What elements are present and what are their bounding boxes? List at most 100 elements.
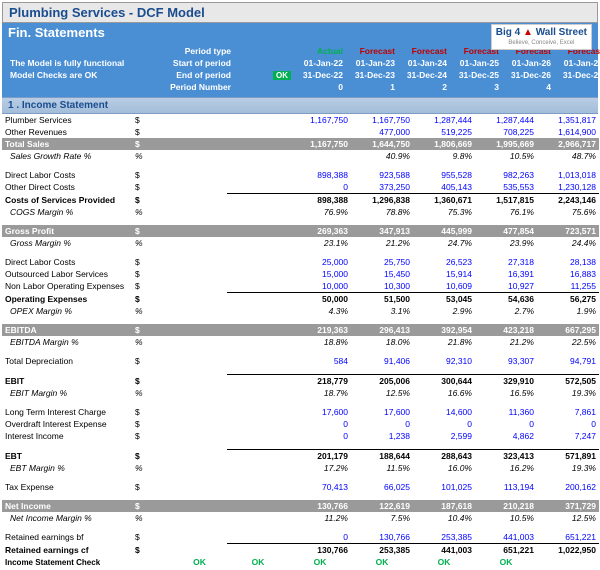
table-row: Costs of Services Provided$898,3881,296,…: [2, 194, 599, 207]
row-value: 0: [289, 430, 351, 442]
row-unit: $: [132, 114, 172, 126]
row-value: 11,360: [475, 406, 537, 418]
period-type: Actual: [293, 45, 345, 57]
period-num: 2: [397, 81, 449, 93]
row-label: Sales Growth Rate %: [2, 150, 132, 162]
row-value: 1,167,750: [289, 114, 351, 126]
row-value: [227, 500, 289, 512]
row-value: 329,910: [475, 375, 537, 388]
row-value: [227, 387, 289, 399]
row-value: 15,450: [351, 268, 413, 280]
period-num: 3: [449, 81, 501, 93]
row-value: 75.6%: [537, 206, 599, 218]
row-blank: [172, 225, 227, 237]
row-value: [227, 324, 289, 336]
start-label: Start of period: [158, 57, 233, 69]
row-value: 201,179: [289, 450, 351, 463]
row-value: 15,000: [289, 268, 351, 280]
row-unit: %: [132, 150, 172, 162]
period-num: 4: [501, 81, 553, 93]
row-value: 50,000: [289, 293, 351, 306]
row-value: [227, 150, 289, 162]
row-blank: [172, 138, 227, 150]
row-value: 477,854: [475, 225, 537, 237]
table-row: Outsourced Labor Services$15,00015,45015…: [2, 268, 599, 280]
period-start: 01-Jan-25: [449, 57, 501, 69]
row-value: 94,791: [537, 355, 599, 367]
row-value: 101,025: [413, 481, 475, 493]
row-value: 323,413: [475, 450, 537, 463]
row-value: 122,619: [351, 500, 413, 512]
row-value: 2,966,717: [537, 138, 599, 150]
row-value: 11,255: [537, 280, 599, 293]
row-value: 296,413: [351, 324, 413, 336]
row-blank: [172, 150, 227, 162]
row-label: Long Term Interest Charge: [2, 406, 132, 418]
row-blank: [172, 181, 227, 194]
table-row: [2, 442, 599, 450]
period-start: 01-Jan-24: [397, 57, 449, 69]
row-value: [227, 126, 289, 138]
num-label: Period Number: [158, 81, 233, 93]
row-label: Direct Labor Costs: [2, 256, 132, 268]
row-value: [227, 544, 289, 557]
row-label: COGS Margin %: [2, 206, 132, 218]
row-label: Interest Income: [2, 430, 132, 442]
row-value: [227, 355, 289, 367]
row-value: 2.9%: [413, 305, 475, 317]
row-value: 898,388: [289, 169, 351, 181]
table-row: Net Income$130,766122,619187,618210,2183…: [2, 500, 599, 512]
row-unit: $: [132, 481, 172, 493]
row-blank: [172, 169, 227, 181]
row-value: 1,296,838: [351, 194, 413, 207]
table-row: [2, 218, 599, 225]
table-row: Retained earnings cf$130,766253,385441,0…: [2, 544, 599, 557]
row-blank: [172, 237, 227, 249]
row-value: 11.5%: [351, 462, 413, 474]
row-value: 26,523: [413, 256, 475, 268]
row-blank: [172, 430, 227, 442]
row-value: 1,238: [351, 430, 413, 442]
ok-badge-cell: OK: [233, 69, 293, 81]
row-value: [227, 512, 289, 524]
row-value: 1,614,900: [537, 126, 599, 138]
row-value: 1,351,817: [537, 114, 599, 126]
row-value: 23.1%: [289, 237, 351, 249]
row-unit: $: [132, 430, 172, 442]
table-row: Tax Expense$70,41366,025101,025113,19420…: [2, 481, 599, 493]
table-row: Direct Labor Costs$25,00025,75026,52327,…: [2, 256, 599, 268]
row-value: 16,883: [537, 268, 599, 280]
row-value: 54,636: [475, 293, 537, 306]
row-unit: $: [132, 138, 172, 150]
row-value: 2,243,146: [537, 194, 599, 207]
row-value: 7.5%: [351, 512, 413, 524]
row-value: [227, 430, 289, 442]
row-value: 22.5%: [537, 336, 599, 348]
row-value: 17.2%: [289, 462, 351, 474]
row-value: 1,644,750: [351, 138, 413, 150]
table-row: [2, 474, 599, 481]
period-end: 31-Dec-25: [449, 69, 501, 81]
blank: [8, 81, 158, 93]
row-unit: $: [132, 500, 172, 512]
row-value: 667,295: [537, 324, 599, 336]
row-value: 0: [289, 418, 351, 430]
row-value: 584: [289, 355, 351, 367]
row-unit: %: [132, 462, 172, 474]
section-income-statement: 1 . Income Statement: [2, 97, 598, 114]
row-value: [227, 481, 289, 493]
row-value: 572,505: [537, 375, 599, 388]
row-value: 723,571: [537, 225, 599, 237]
row-unit: $: [132, 418, 172, 430]
row-value: 200,162: [537, 481, 599, 493]
row-unit: $: [132, 450, 172, 463]
row-label: EBIT: [2, 375, 132, 388]
row-value: 23.9%: [475, 237, 537, 249]
blank: [8, 45, 158, 57]
row-value: 27,318: [475, 256, 537, 268]
row-blank: [172, 194, 227, 207]
row-value: 21.2%: [351, 237, 413, 249]
row-value: 17,600: [289, 406, 351, 418]
row-value: 1,995,669: [475, 138, 537, 150]
row-label: EBIT Margin %: [2, 387, 132, 399]
